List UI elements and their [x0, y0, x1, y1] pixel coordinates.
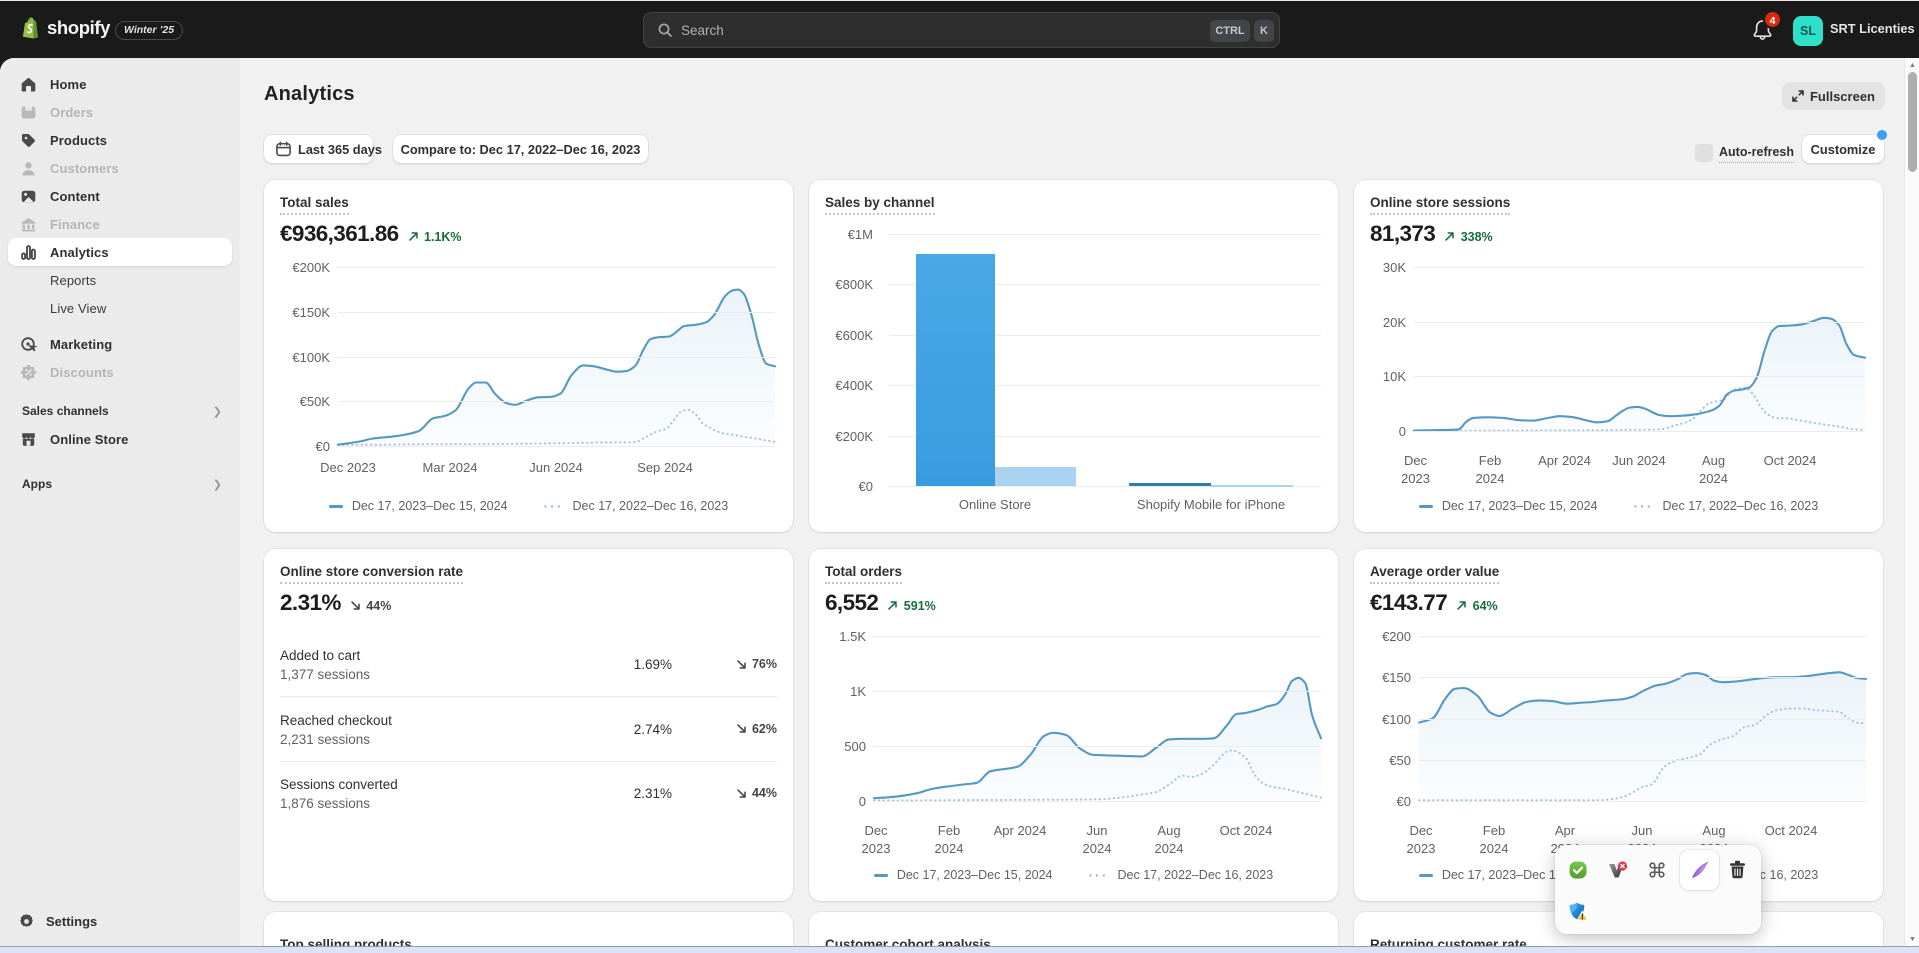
- svg-text:shopify: shopify: [47, 17, 111, 38]
